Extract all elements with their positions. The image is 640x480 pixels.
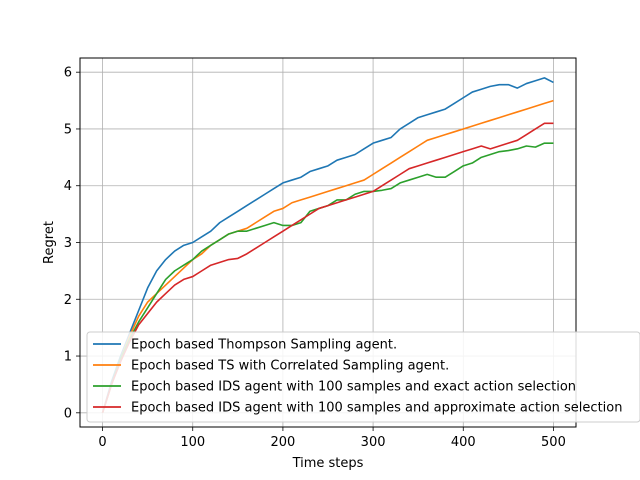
series-layer (101, 77, 554, 414)
series-line-1 (101, 77, 554, 414)
x-tick-label: 0 (98, 435, 106, 450)
x-tick-label: 100 (180, 435, 205, 450)
legend: Epoch based Thompson Sampling agent. Epoc… (86, 331, 640, 423)
x-tick-label: 300 (361, 435, 386, 450)
x-tick-label: 200 (270, 435, 295, 450)
x-tick-label: 400 (451, 435, 476, 450)
y-tick-label: 2 (64, 293, 72, 308)
series-line-4 (101, 122, 554, 414)
y-axis-ticks: 0 1 2 3 4 5 6 (64, 66, 80, 421)
x-tick-label: 500 (541, 435, 566, 450)
y-tick-label: 3 (64, 236, 72, 251)
series-line-2 (101, 99, 554, 414)
legend-entry: Epoch based IDS agent with 100 samples a… (131, 401, 622, 416)
y-axis-label: Regret (42, 221, 57, 264)
legend-box (86, 331, 640, 423)
y-tick-label: 6 (64, 66, 72, 81)
y-tick-label: 1 (64, 350, 72, 365)
x-axis-label: Time steps (292, 456, 364, 471)
x-axis-ticks: 0 100 200 300 400 500 (98, 427, 566, 450)
legend-entry: Epoch based Thompson Sampling agent. (131, 338, 397, 353)
y-tick-label: 4 (64, 179, 72, 194)
legend-entry: Epoch based TS with Correlated Sampling … (131, 359, 449, 374)
y-tick-label: 0 (64, 406, 72, 421)
legend-entry: Epoch based IDS agent with 100 samples a… (131, 380, 576, 395)
y-tick-label: 5 (64, 122, 72, 137)
